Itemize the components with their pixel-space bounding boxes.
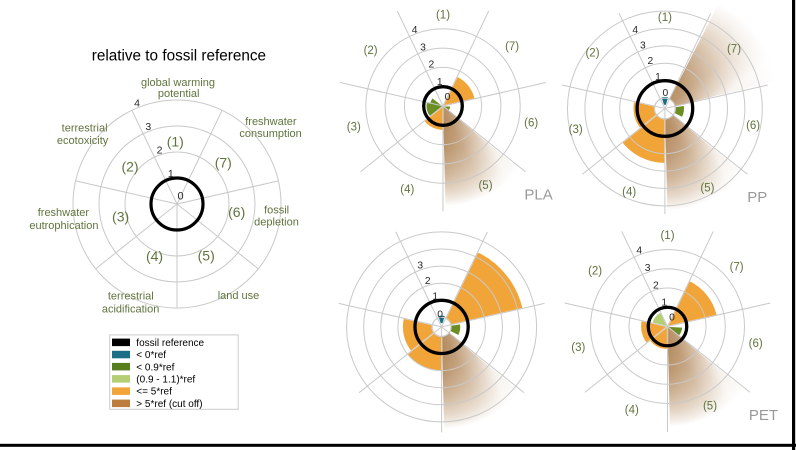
svg-text:1: 1	[168, 168, 174, 180]
svg-text:(1): (1)	[660, 230, 674, 242]
svg-text:(7): (7)	[730, 261, 744, 273]
svg-text:eutrophication: eutrophication	[29, 220, 98, 232]
svg-text:(7): (7)	[215, 154, 232, 170]
svg-text:PET: PET	[749, 407, 778, 424]
svg-text:0: 0	[663, 88, 669, 99]
svg-text:0: 0	[669, 313, 675, 324]
svg-text:PP: PP	[747, 189, 767, 206]
svg-text:< 0*ref: < 0*ref	[136, 350, 166, 361]
svg-text:(5): (5)	[198, 247, 215, 263]
svg-text:(5): (5)	[703, 401, 717, 413]
svg-text:(4): (4)	[146, 248, 163, 264]
svg-text:3: 3	[645, 263, 651, 274]
svg-text:2: 2	[429, 60, 435, 71]
svg-text:(1): (1)	[658, 12, 672, 24]
svg-text:1: 1	[437, 77, 443, 88]
svg-text:2: 2	[648, 56, 654, 67]
svg-text:PLA: PLA	[524, 187, 552, 204]
svg-text:(7): (7)	[727, 43, 741, 55]
svg-text:1: 1	[655, 72, 661, 83]
svg-text:3: 3	[145, 121, 151, 133]
svg-text:4: 4	[412, 25, 418, 36]
svg-text:3: 3	[420, 42, 426, 53]
svg-text:(3): (3)	[571, 342, 585, 354]
svg-text:(3): (3)	[112, 209, 129, 225]
svg-text:(4): (4)	[622, 187, 636, 199]
svg-text:1: 1	[432, 291, 438, 302]
svg-text:ecotoxicity: ecotoxicity	[57, 135, 109, 147]
svg-text:terrestrial: terrestrial	[108, 290, 154, 302]
svg-text:land use: land use	[218, 290, 260, 302]
svg-text:(5): (5)	[478, 180, 492, 192]
svg-text:4: 4	[632, 25, 638, 36]
svg-text:(2): (2)	[364, 45, 378, 57]
svg-text:consumption: consumption	[239, 128, 301, 140]
svg-text:(1): (1)	[436, 9, 450, 21]
svg-text:(7): (7)	[505, 41, 519, 53]
svg-text:(6): (6)	[746, 120, 760, 132]
svg-text:fossil reference: fossil reference	[136, 338, 204, 349]
svg-text:0: 0	[445, 92, 451, 103]
svg-text:> 5*ref (cut off): > 5*ref (cut off)	[136, 399, 202, 410]
svg-text:(2): (2)	[585, 48, 599, 60]
svg-text:(1): (1)	[167, 133, 184, 149]
svg-text:freshwater: freshwater	[38, 207, 90, 219]
svg-text:(2): (2)	[121, 158, 138, 174]
svg-text:3: 3	[640, 41, 646, 52]
svg-text:freshwater: freshwater	[245, 116, 297, 128]
svg-text:0: 0	[437, 309, 443, 320]
svg-text:(3): (3)	[347, 121, 361, 133]
svg-text:(2): (2)	[588, 266, 602, 278]
svg-text:0: 0	[177, 191, 183, 203]
svg-text:2: 2	[653, 280, 659, 291]
svg-text:(0.9 - 1.1)*ref: (0.9 - 1.1)*ref	[136, 375, 195, 386]
svg-text:depletion: depletion	[254, 216, 299, 228]
svg-text:acidification: acidification	[102, 303, 159, 315]
svg-text:(4): (4)	[625, 405, 639, 417]
svg-text:potential: potential	[158, 88, 200, 100]
svg-text:(4): (4)	[400, 184, 414, 196]
svg-text:(3): (3)	[569, 124, 583, 136]
svg-text:(6): (6)	[524, 118, 538, 130]
svg-text:2: 2	[425, 276, 431, 287]
svg-text:3: 3	[417, 261, 423, 272]
svg-text:terrestrial: terrestrial	[62, 122, 108, 134]
svg-text:global warming: global warming	[141, 77, 215, 89]
svg-text:<= 5*ref: <= 5*ref	[136, 387, 172, 398]
svg-text:2: 2	[157, 145, 163, 157]
svg-text:(6): (6)	[228, 204, 245, 220]
svg-text:(5): (5)	[700, 183, 714, 195]
svg-text:relative to fossil reference: relative to fossil reference	[92, 47, 266, 64]
svg-text:1: 1	[661, 298, 667, 309]
svg-text:fossil: fossil	[264, 205, 289, 217]
svg-text:4: 4	[636, 246, 642, 257]
svg-text:(6): (6)	[749, 338, 763, 350]
svg-text:4: 4	[134, 98, 140, 110]
svg-text:< 0.9*ref: < 0.9*ref	[136, 362, 174, 373]
